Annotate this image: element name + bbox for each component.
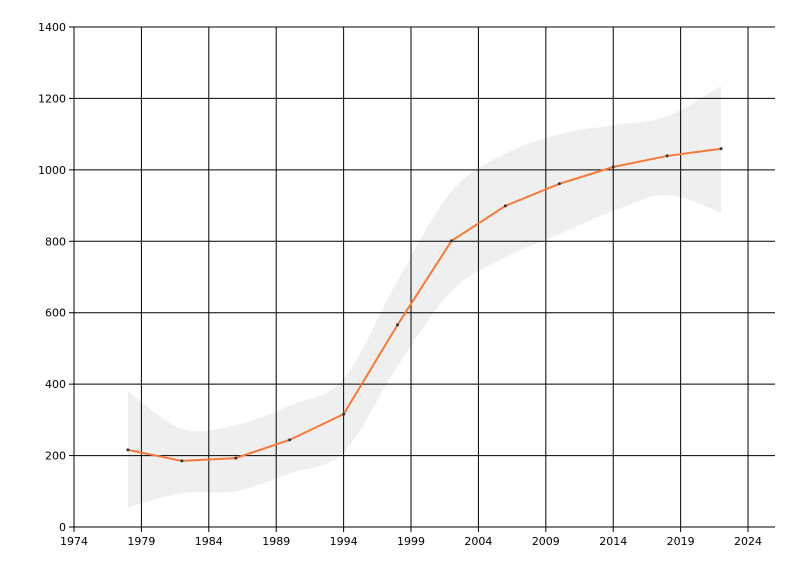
x-tick-label: 1974 (60, 535, 88, 548)
point (288, 438, 292, 442)
line (127, 147, 722, 462)
x-tick-label: 2014 (599, 535, 627, 548)
y-tick-label: 200 (45, 450, 66, 463)
point (557, 182, 561, 186)
point (126, 448, 130, 452)
x-tick-label: 1984 (195, 535, 223, 548)
point (719, 147, 723, 151)
x-tick-label: 1979 (127, 535, 155, 548)
x-tick-label: 2004 (464, 535, 492, 548)
x-tick-label: 2009 (532, 535, 560, 548)
x-tick-label: 1989 (262, 535, 290, 548)
point (611, 165, 615, 169)
y-tick-label: 1000 (38, 164, 66, 177)
point (503, 204, 507, 208)
y-tick-label: 600 (45, 307, 66, 320)
x-tick-label: 1999 (397, 535, 425, 548)
point (180, 459, 184, 463)
point (342, 412, 346, 416)
y-tick-label: 800 (45, 235, 66, 248)
point (396, 323, 400, 327)
confidence-band (127, 85, 722, 508)
x-tick-label: 2019 (667, 535, 695, 548)
x-tick-label: 2024 (734, 535, 762, 548)
point (449, 239, 453, 243)
point (234, 456, 238, 460)
y-tick-label: 400 (45, 378, 66, 391)
y-tick-label: 1200 (38, 92, 66, 105)
y-tick-label: 0 (59, 521, 66, 534)
y-tick-label: 1400 (38, 21, 66, 34)
point (665, 154, 669, 158)
x-tick-label: 1994 (330, 535, 358, 548)
